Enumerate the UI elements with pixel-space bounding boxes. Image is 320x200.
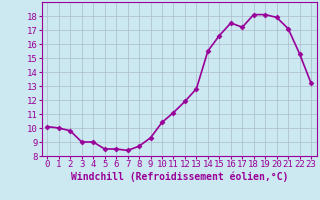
X-axis label: Windchill (Refroidissement éolien,°C): Windchill (Refroidissement éolien,°C) xyxy=(70,172,288,182)
